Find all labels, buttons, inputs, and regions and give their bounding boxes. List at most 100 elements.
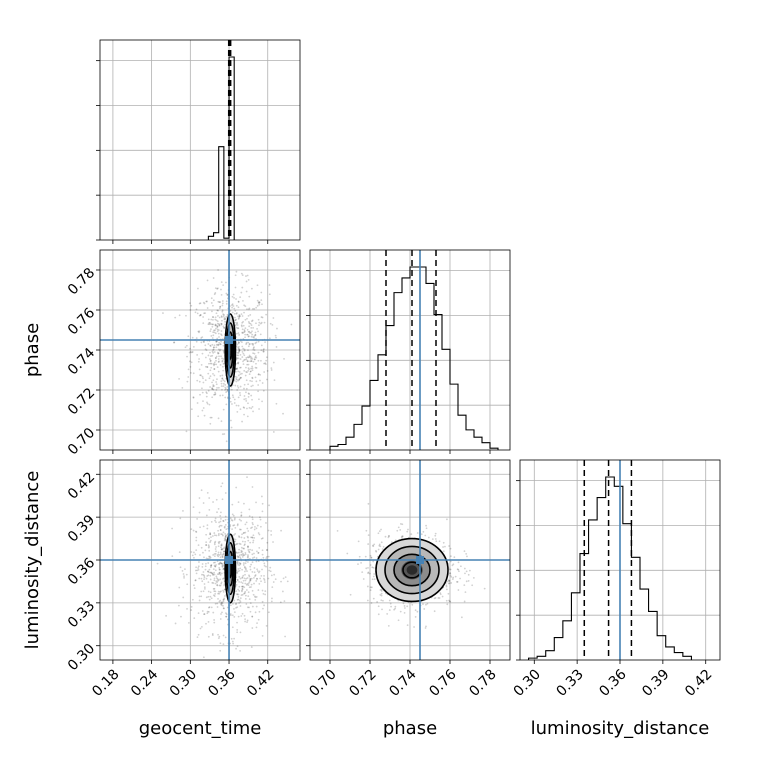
- sample-point: [362, 578, 365, 580]
- sample-point: [205, 596, 208, 599]
- sample-point: [255, 341, 258, 344]
- sample-point: [251, 365, 254, 368]
- sample-point: [248, 368, 250, 371]
- sample-point: [260, 291, 263, 294]
- sample-point: [199, 314, 202, 317]
- contour-line: [402, 561, 422, 579]
- sample-point: [215, 312, 218, 315]
- sample-point: [410, 533, 413, 536]
- sample-point: [260, 575, 263, 577]
- sample-point: [191, 554, 194, 557]
- sample-point: [251, 342, 254, 345]
- sample-point: [217, 332, 220, 335]
- sample-point: [236, 606, 239, 609]
- sample-point: [260, 344, 263, 347]
- sample-point: [242, 579, 245, 582]
- sample-point: [254, 596, 257, 599]
- sample-point: [246, 535, 249, 538]
- sample-point: [209, 330, 212, 333]
- sample-point: [248, 342, 251, 345]
- sample-point: [241, 540, 244, 543]
- sample-point: [198, 314, 201, 317]
- sample-point: [258, 321, 261, 324]
- sample-point: [210, 297, 213, 300]
- sample-point: [239, 528, 242, 531]
- sample-point: [239, 562, 242, 565]
- sample-point: [248, 515, 251, 518]
- sample-point: [208, 557, 211, 560]
- sample-point: [373, 573, 376, 575]
- sample-point: [365, 529, 368, 532]
- sample-point: [256, 570, 259, 572]
- sample-point: [241, 274, 244, 277]
- sample-point: [234, 319, 237, 322]
- sample-point: [224, 612, 227, 615]
- sample-point: [240, 551, 243, 554]
- sample-point: [250, 335, 253, 338]
- sample-point: [255, 367, 258, 369]
- sample-point: [239, 376, 242, 379]
- sample-point: [243, 614, 246, 617]
- sample-point: [251, 357, 254, 360]
- sample-point: [367, 534, 370, 537]
- sample-point: [241, 588, 244, 591]
- sample-point: [212, 323, 215, 326]
- sample-point: [243, 554, 245, 556]
- sample-point: [251, 369, 254, 372]
- sample-point: [451, 578, 454, 581]
- sample-point: [231, 503, 234, 506]
- sample-point: [243, 577, 246, 580]
- sample-point: [252, 348, 255, 351]
- sample-point: [241, 420, 243, 423]
- sample-point: [205, 391, 208, 394]
- sample-point: [220, 380, 223, 383]
- sample-point: [207, 590, 210, 593]
- sample-point: [243, 570, 246, 573]
- sample-point: [220, 334, 223, 337]
- sample-point: [261, 537, 264, 540]
- sample-point: [190, 605, 193, 608]
- sample-point: [269, 570, 272, 573]
- sample-point: [210, 571, 212, 574]
- sample-point: [247, 402, 249, 405]
- sample-point: [250, 320, 253, 323]
- sample-point: [425, 625, 427, 628]
- sample-point: [260, 316, 263, 318]
- sample-point: [203, 613, 206, 616]
- sample-point: [185, 344, 188, 347]
- sample-point: [442, 550, 445, 553]
- sample-point: [238, 316, 240, 319]
- sample-point: [246, 527, 249, 530]
- sample-point: [198, 577, 201, 580]
- sample-point: [236, 551, 239, 554]
- sample-point: [208, 598, 211, 601]
- sample-point: [218, 584, 221, 587]
- sample-point: [239, 605, 242, 607]
- sample-point: [221, 377, 224, 380]
- sample-point: [264, 593, 267, 596]
- sample-point: [212, 574, 214, 576]
- sample-point: [232, 642, 235, 645]
- sample-point: [209, 571, 212, 574]
- sample-point: [205, 349, 208, 351]
- sample-point: [207, 570, 209, 573]
- sample-point: [452, 576, 455, 579]
- marginal-phase: [306, 249, 511, 454]
- sample-point: [272, 431, 275, 433]
- sample-point: [209, 345, 212, 347]
- sample-point: [218, 573, 220, 576]
- sample-point: [220, 601, 223, 604]
- sample-point: [214, 517, 217, 520]
- sample-point: [425, 527, 428, 530]
- sample-point: [211, 354, 214, 357]
- sample-point: [231, 626, 234, 629]
- sample-point: [195, 308, 198, 311]
- sample-point: [201, 387, 203, 390]
- sample-point: [236, 593, 239, 596]
- sample-point: [237, 570, 240, 573]
- histogram-geocent_time: [207, 56, 235, 240]
- sample-point: [441, 595, 444, 598]
- sample-point: [247, 595, 250, 598]
- sample-point: [199, 393, 201, 396]
- sample-point: [225, 391, 227, 394]
